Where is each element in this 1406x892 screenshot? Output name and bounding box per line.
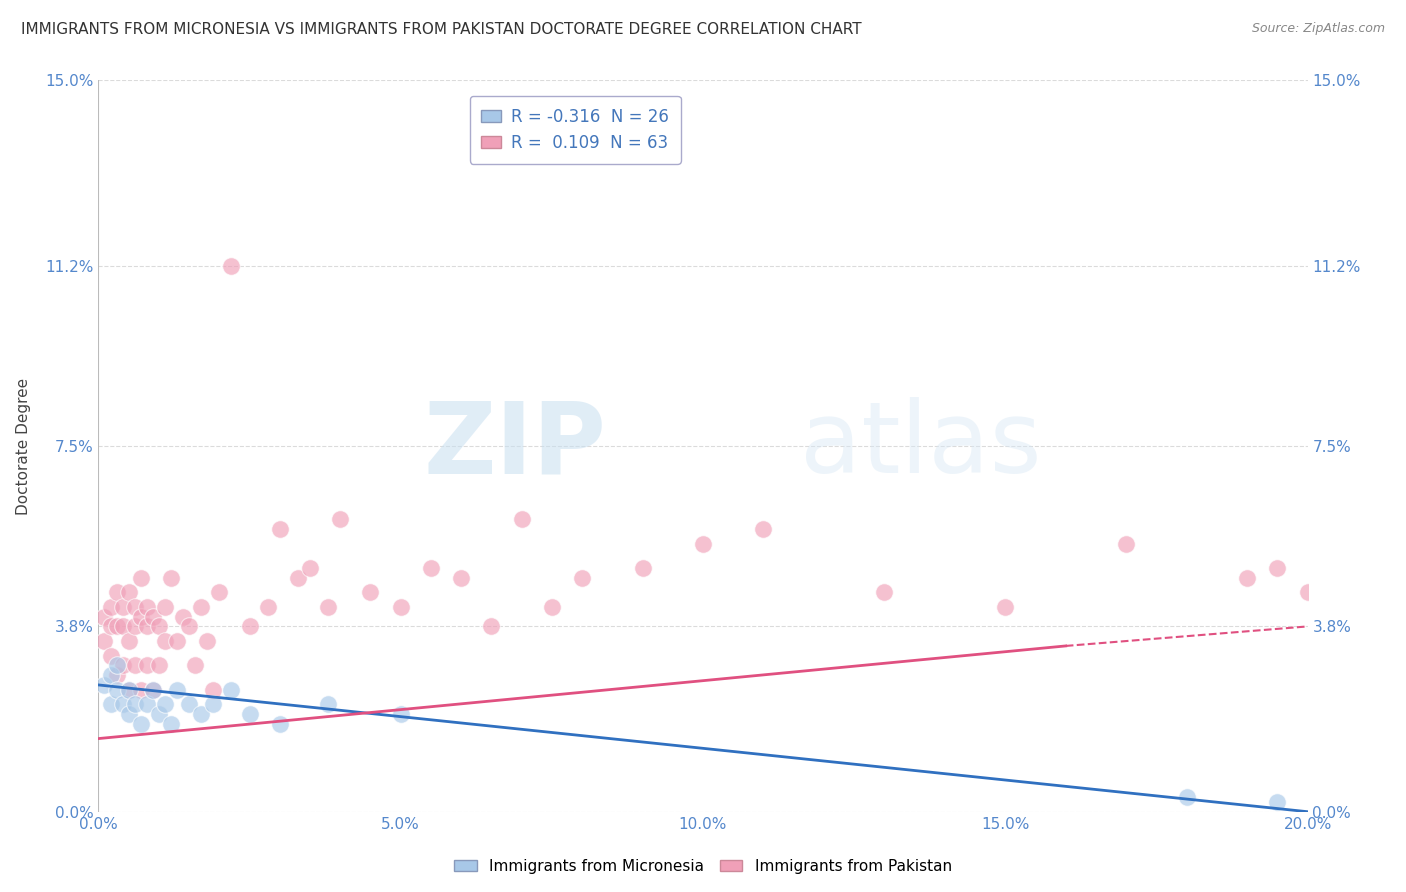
Point: [100, 698, 122, 712]
Point: [100, 668, 122, 682]
Point: [124, 698, 146, 712]
Point: [111, 698, 134, 712]
Text: atlas: atlas: [800, 398, 1042, 494]
Point: [105, 668, 128, 682]
Point: [208, 585, 231, 599]
Point: [124, 658, 146, 673]
Point: [239, 707, 262, 722]
Point: [1267, 561, 1289, 575]
Y-axis label: Doctorate Degree: Doctorate Degree: [17, 377, 31, 515]
Point: [129, 682, 152, 697]
Point: [287, 571, 309, 585]
Point: [124, 619, 146, 633]
Point: [1267, 795, 1289, 809]
Point: [118, 682, 141, 697]
Point: [118, 682, 141, 697]
Point: [329, 512, 352, 526]
Point: [93, 634, 115, 648]
Point: [389, 707, 412, 722]
Point: [142, 682, 165, 697]
Point: [190, 599, 212, 614]
Point: [221, 259, 243, 273]
Point: [105, 682, 128, 697]
Point: [1115, 536, 1137, 550]
Legend: R = -0.316  N = 26, R =  0.109  N = 63: R = -0.316 N = 26, R = 0.109 N = 63: [470, 96, 681, 163]
Point: [111, 599, 134, 614]
Point: [135, 658, 157, 673]
Point: [269, 522, 291, 536]
Point: [752, 522, 775, 536]
Point: [195, 634, 218, 648]
Point: [148, 658, 170, 673]
Point: [105, 619, 128, 633]
Point: [1175, 790, 1198, 805]
Legend: Immigrants from Micronesia, Immigrants from Pakistan: Immigrants from Micronesia, Immigrants f…: [449, 853, 957, 880]
Point: [202, 682, 225, 697]
Point: [111, 658, 134, 673]
Point: [153, 599, 176, 614]
Point: [153, 634, 176, 648]
Point: [202, 698, 225, 712]
Point: [1236, 571, 1258, 585]
Point: [118, 585, 141, 599]
Point: [135, 619, 157, 633]
Point: [481, 619, 503, 633]
Point: [172, 609, 194, 624]
Point: [571, 571, 593, 585]
Point: [190, 707, 212, 722]
Point: [153, 698, 176, 712]
Point: [166, 634, 188, 648]
Point: [179, 698, 201, 712]
Point: [105, 585, 128, 599]
Point: [692, 536, 714, 550]
Point: [510, 512, 533, 526]
Point: [316, 698, 339, 712]
Point: [540, 599, 562, 614]
Point: [148, 619, 170, 633]
Point: [142, 609, 165, 624]
Point: [129, 717, 152, 731]
Point: [111, 619, 134, 633]
Point: [118, 707, 141, 722]
Text: IMMIGRANTS FROM MICRONESIA VS IMMIGRANTS FROM PAKISTAN DOCTORATE DEGREE CORRELAT: IMMIGRANTS FROM MICRONESIA VS IMMIGRANTS…: [21, 22, 862, 37]
Point: [160, 571, 183, 585]
Point: [93, 609, 115, 624]
Point: [1296, 585, 1319, 599]
Point: [129, 571, 152, 585]
Point: [124, 599, 146, 614]
Point: [100, 619, 122, 633]
Point: [118, 634, 141, 648]
Point: [239, 619, 262, 633]
Point: [873, 585, 896, 599]
Point: [148, 707, 170, 722]
Point: [450, 571, 472, 585]
Text: ZIP: ZIP: [423, 398, 606, 494]
Point: [93, 678, 115, 692]
Point: [631, 561, 654, 575]
Point: [994, 599, 1017, 614]
Point: [299, 561, 322, 575]
Point: [105, 658, 128, 673]
Point: [142, 682, 165, 697]
Point: [184, 658, 207, 673]
Point: [221, 682, 243, 697]
Point: [160, 717, 183, 731]
Point: [135, 599, 157, 614]
Point: [100, 599, 122, 614]
Point: [135, 698, 157, 712]
Point: [129, 609, 152, 624]
Point: [269, 717, 291, 731]
Point: [316, 599, 339, 614]
Point: [420, 561, 443, 575]
Point: [256, 599, 278, 614]
Point: [389, 599, 412, 614]
Point: [100, 648, 122, 663]
Text: Source: ZipAtlas.com: Source: ZipAtlas.com: [1251, 22, 1385, 36]
Point: [179, 619, 201, 633]
Point: [360, 585, 382, 599]
Point: [166, 682, 188, 697]
